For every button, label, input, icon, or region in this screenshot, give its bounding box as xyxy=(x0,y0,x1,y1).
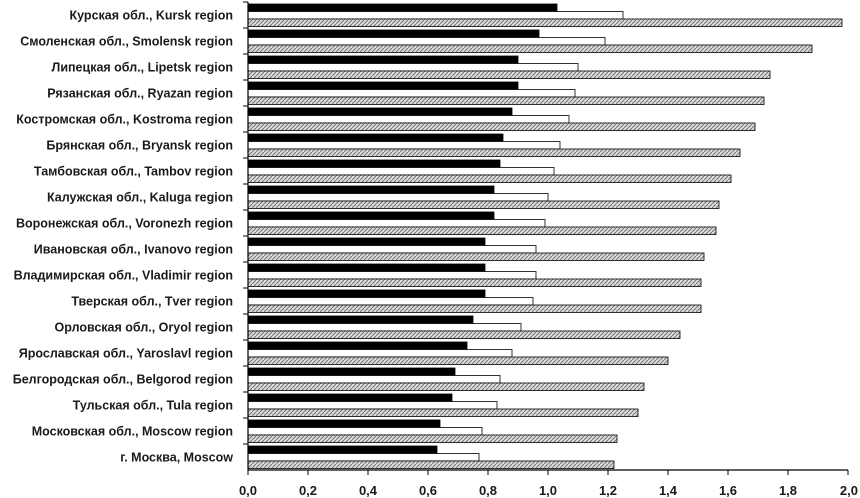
bar-series-2-1 xyxy=(247,11,624,20)
bar-series-1-3 xyxy=(247,55,519,64)
bar-series-3-12 xyxy=(247,304,702,313)
category-label: Липецкая обл., Lipetsk region xyxy=(52,61,233,75)
bar-series-1-16 xyxy=(247,393,453,402)
category-label: Рязанская обл., Ryazan region xyxy=(47,87,233,101)
bar-series-1-10 xyxy=(247,237,486,246)
bar-series-1-8 xyxy=(247,185,495,194)
bar-series-2-10 xyxy=(247,245,537,254)
bar-series-3-4 xyxy=(247,96,765,105)
bar-series-2-17 xyxy=(247,427,483,436)
bar-series-2-6 xyxy=(247,141,561,150)
bar-series-2-8 xyxy=(247,193,549,202)
category-label: Ярославская обл., Yaroslavl region xyxy=(19,347,233,361)
bar-series-2-18 xyxy=(247,453,480,462)
bar-series-2-12 xyxy=(247,297,534,306)
bar-series-2-14 xyxy=(247,349,513,358)
bar-series-3-14 xyxy=(247,356,669,365)
x-tick-label: 0,2 xyxy=(299,483,317,498)
x-tick-label: 1,4 xyxy=(659,483,678,498)
category-label: Курская обл., Kursk region xyxy=(70,9,233,23)
x-tick-label: 1,0 xyxy=(539,483,557,498)
bar-series-3-10 xyxy=(247,252,705,261)
category-label: Тверская обл., Tver region xyxy=(71,295,233,309)
bar-series-3-16 xyxy=(247,408,639,417)
bar-series-1-4 xyxy=(247,81,519,90)
bar-series-2-11 xyxy=(247,271,537,280)
bar-series-3-7 xyxy=(247,174,732,183)
x-tick-label: 1,2 xyxy=(599,483,617,498)
bar-series-2-15 xyxy=(247,375,501,384)
bar-series-1-18 xyxy=(247,445,438,454)
bar-series-1-17 xyxy=(247,419,441,428)
bar-series-2-2 xyxy=(247,37,606,46)
bar-series-1-7 xyxy=(247,159,501,168)
bar-series-3-9 xyxy=(247,226,717,235)
bar-series-2-9 xyxy=(247,219,546,228)
bar-series-3-8 xyxy=(247,200,720,209)
category-label: Тульская обл., Tula region xyxy=(73,399,233,413)
bar-series-3-2 xyxy=(247,44,813,53)
bar-series-1-12 xyxy=(247,289,486,298)
bar-series-1-9 xyxy=(247,211,495,220)
bar-series-1-13 xyxy=(247,315,474,324)
category-label: Ивановская обл., Ivanovo region xyxy=(34,243,233,257)
category-label: Орловская обл., Oryol region xyxy=(55,321,233,335)
bar-series-1-6 xyxy=(247,133,504,142)
x-tick-label: 0,8 xyxy=(479,483,497,498)
bar-series-1-1 xyxy=(247,3,558,12)
x-tick-label: 2,0 xyxy=(840,483,858,498)
category-label: Тамбовская обл., Tambov region xyxy=(34,165,233,179)
bar-series-1-15 xyxy=(247,367,456,376)
bar-series-3-11 xyxy=(247,278,702,287)
category-label: Владимирская обл., Vladimir region xyxy=(14,269,233,283)
bar-series-3-3 xyxy=(247,70,771,79)
category-label: Костромская обл., Kostroma region xyxy=(16,113,233,127)
category-label: Брянская обл., Bryansk region xyxy=(46,139,233,153)
bar-series-1-14 xyxy=(247,341,468,350)
category-label: Калужская обл., Kaluga region xyxy=(47,191,233,205)
x-tick-label: 0,0 xyxy=(239,483,257,498)
bar-series-3-5 xyxy=(247,122,756,131)
category-label: Смоленская обл., Smolensk region xyxy=(20,35,233,49)
bar-series-3-17 xyxy=(247,434,618,443)
bar-series-2-4 xyxy=(247,89,576,98)
bar-series-2-3 xyxy=(247,63,579,72)
category-label: Белгородская обл., Belgorod region xyxy=(13,373,233,387)
bar-series-3-13 xyxy=(247,330,681,339)
bar-series-2-7 xyxy=(247,167,555,176)
bar-series-3-6 xyxy=(247,148,741,157)
category-label: Московская обл., Moscow region xyxy=(32,425,233,439)
category-label: г. Москва, Moscow xyxy=(120,451,233,465)
x-tick-label: 0,6 xyxy=(419,483,437,498)
x-tick-label: 1,6 xyxy=(719,483,737,498)
bar-series-1-2 xyxy=(247,29,540,38)
x-tick-label: 1,8 xyxy=(779,483,797,498)
bar-series-1-5 xyxy=(247,107,513,116)
bar-series-3-15 xyxy=(247,382,645,391)
bar-series-2-16 xyxy=(247,401,498,410)
bar-series-1-11 xyxy=(247,263,486,272)
x-tick-label: 0,4 xyxy=(359,483,378,498)
bar-series-2-13 xyxy=(247,323,522,332)
bar-series-3-18 xyxy=(247,460,615,469)
bar-series-3-1 xyxy=(247,18,843,27)
category-label: Воронежская обл., Voronezh region xyxy=(16,217,233,231)
bar-series-2-5 xyxy=(247,115,570,124)
